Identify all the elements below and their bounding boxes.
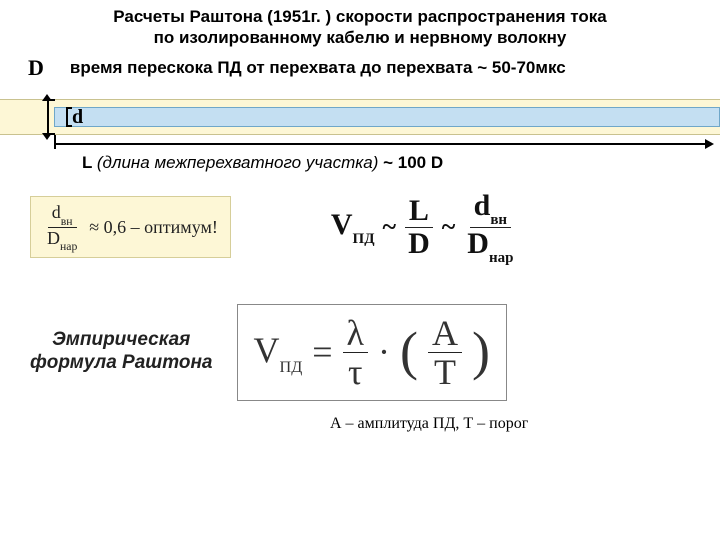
sub-vn2: вн <box>490 212 507 228</box>
V-sub: ПД <box>353 231 375 247</box>
caption-1: Эмпирическая <box>52 329 190 350</box>
title-line-2: по изолированному кабелю и нервному воло… <box>154 28 567 47</box>
hVs: ПД <box>280 358 303 376</box>
bracket-D <box>47 99 55 135</box>
den-D2: D <box>404 228 434 259</box>
sub-nar: нар <box>60 240 77 253</box>
num-A: A <box>428 315 462 353</box>
den-D3: D <box>467 227 489 260</box>
subtitle-row: D время перескока ПД от перехвата до пер… <box>0 53 720 85</box>
length-line <box>54 143 708 145</box>
cable-diagram: d <box>0 85 720 155</box>
frac-d-D: dвн Dнар <box>463 191 517 264</box>
tau: τ <box>344 353 366 390</box>
lambda: λ <box>343 315 368 353</box>
sub-vn: вн <box>61 215 73 228</box>
V-sym: V <box>331 208 353 241</box>
paren-right: ) <box>472 333 490 371</box>
slide-title: Расчеты Раштона (1951г. ) скорости распр… <box>0 0 720 53</box>
eq-sign: = <box>312 331 332 373</box>
num-L: L <box>405 196 433 228</box>
hV: V <box>254 330 280 370</box>
num-d: d <box>52 202 61 222</box>
empirical-row: Эмпирическая формула Раштона VПД = λ τ ·… <box>0 264 720 401</box>
sub-nar2: нар <box>489 250 514 266</box>
title-line-1: Расчеты Раштона (1951г. ) скорости распр… <box>113 7 607 26</box>
den-T: T <box>430 353 460 390</box>
num-d2: d <box>474 189 491 222</box>
optimum-formula: dвн Dнар ≈ 0,6 – оптимум! <box>30 196 231 258</box>
frac-lam-tau: λ τ <box>343 315 368 390</box>
caption-2: формула Раштона <box>30 352 213 373</box>
arrow-right-icon <box>705 139 714 149</box>
L-description: (длина межперехватного участка) <box>97 153 379 172</box>
inner-core <box>54 107 720 127</box>
diameter-d-label: d <box>72 106 83 129</box>
rushton-formula: VПД = λ τ · ( A T ) <box>237 304 507 401</box>
paren-left: ( <box>400 333 418 371</box>
length-tick <box>54 135 56 149</box>
tilde-1: ~ <box>383 212 397 242</box>
arrow-down-icon <box>42 133 52 140</box>
empirical-caption: Эмпирическая формула Раштона <box>30 329 213 375</box>
optimum-text: ≈ 0,6 – оптимум! <box>89 217 218 238</box>
velocity-formula: VПД ~ L D ~ dвн Dнар <box>331 191 518 264</box>
footer-legend: А – амплитуда ПД, Т – порог <box>0 401 720 433</box>
jump-time-text: время перескока ПД от перехвата до перех… <box>70 58 566 78</box>
formula-row: dвн Dнар ≈ 0,6 – оптимум! VПД ~ L D ~ dв… <box>0 173 720 264</box>
dot-op: · <box>378 331 390 373</box>
frac-A-T: A T <box>428 315 462 390</box>
L-value: ~ 100 D <box>378 153 443 172</box>
fraction-d-D: dвн Dнар <box>43 203 81 251</box>
tilde-2: ~ <box>442 212 456 242</box>
length-caption: L (длина межперехватного участка) ~ 100 … <box>0 153 720 173</box>
diameter-D-label: D <box>28 55 44 81</box>
L-symbol: L <box>82 153 97 172</box>
den-D: D <box>47 228 60 248</box>
frac-L-D: L D <box>404 196 434 259</box>
